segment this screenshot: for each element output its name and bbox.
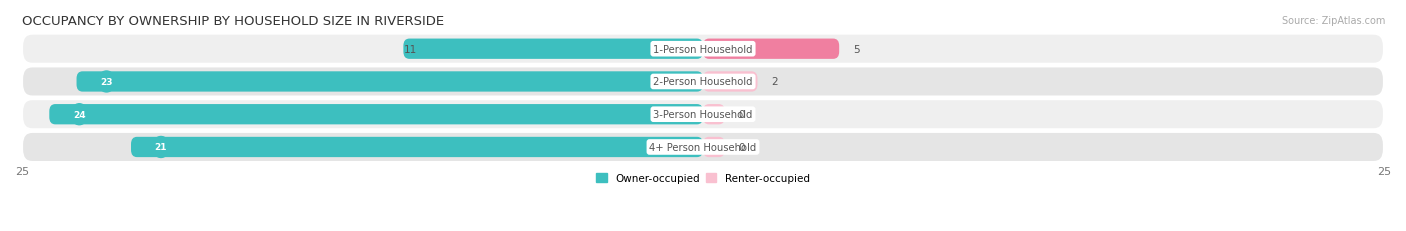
Text: 4+ Person Household: 4+ Person Household: [650, 142, 756, 152]
FancyBboxPatch shape: [404, 40, 703, 60]
Text: 1-Person Household: 1-Person Household: [654, 45, 752, 55]
Text: 0: 0: [738, 142, 745, 152]
Circle shape: [70, 104, 89, 125]
Text: 0: 0: [738, 110, 745, 120]
Text: 21: 21: [155, 143, 167, 152]
FancyBboxPatch shape: [22, 132, 1384, 162]
Text: 11: 11: [404, 45, 418, 55]
FancyBboxPatch shape: [76, 72, 703, 92]
Circle shape: [98, 72, 115, 93]
Text: 5: 5: [853, 45, 859, 55]
Text: Source: ZipAtlas.com: Source: ZipAtlas.com: [1281, 16, 1385, 26]
Text: 24: 24: [73, 110, 86, 119]
Text: OCCUPANCY BY OWNERSHIP BY HOUSEHOLD SIZE IN RIVERSIDE: OCCUPANCY BY OWNERSHIP BY HOUSEHOLD SIZE…: [22, 15, 444, 28]
FancyBboxPatch shape: [22, 100, 1384, 130]
FancyBboxPatch shape: [22, 34, 1384, 64]
FancyBboxPatch shape: [131, 137, 703, 158]
FancyBboxPatch shape: [22, 67, 1384, 97]
Text: 2-Person Household: 2-Person Household: [654, 77, 752, 87]
FancyBboxPatch shape: [703, 105, 724, 125]
FancyBboxPatch shape: [703, 40, 839, 60]
Text: 2: 2: [770, 77, 778, 87]
FancyBboxPatch shape: [703, 137, 724, 158]
FancyBboxPatch shape: [703, 72, 758, 92]
Text: 23: 23: [100, 78, 112, 87]
Legend: Owner-occupied, Renter-occupied: Owner-occupied, Renter-occupied: [592, 169, 814, 187]
FancyBboxPatch shape: [49, 105, 703, 125]
Text: 3-Person Household: 3-Person Household: [654, 110, 752, 120]
Circle shape: [152, 137, 170, 158]
